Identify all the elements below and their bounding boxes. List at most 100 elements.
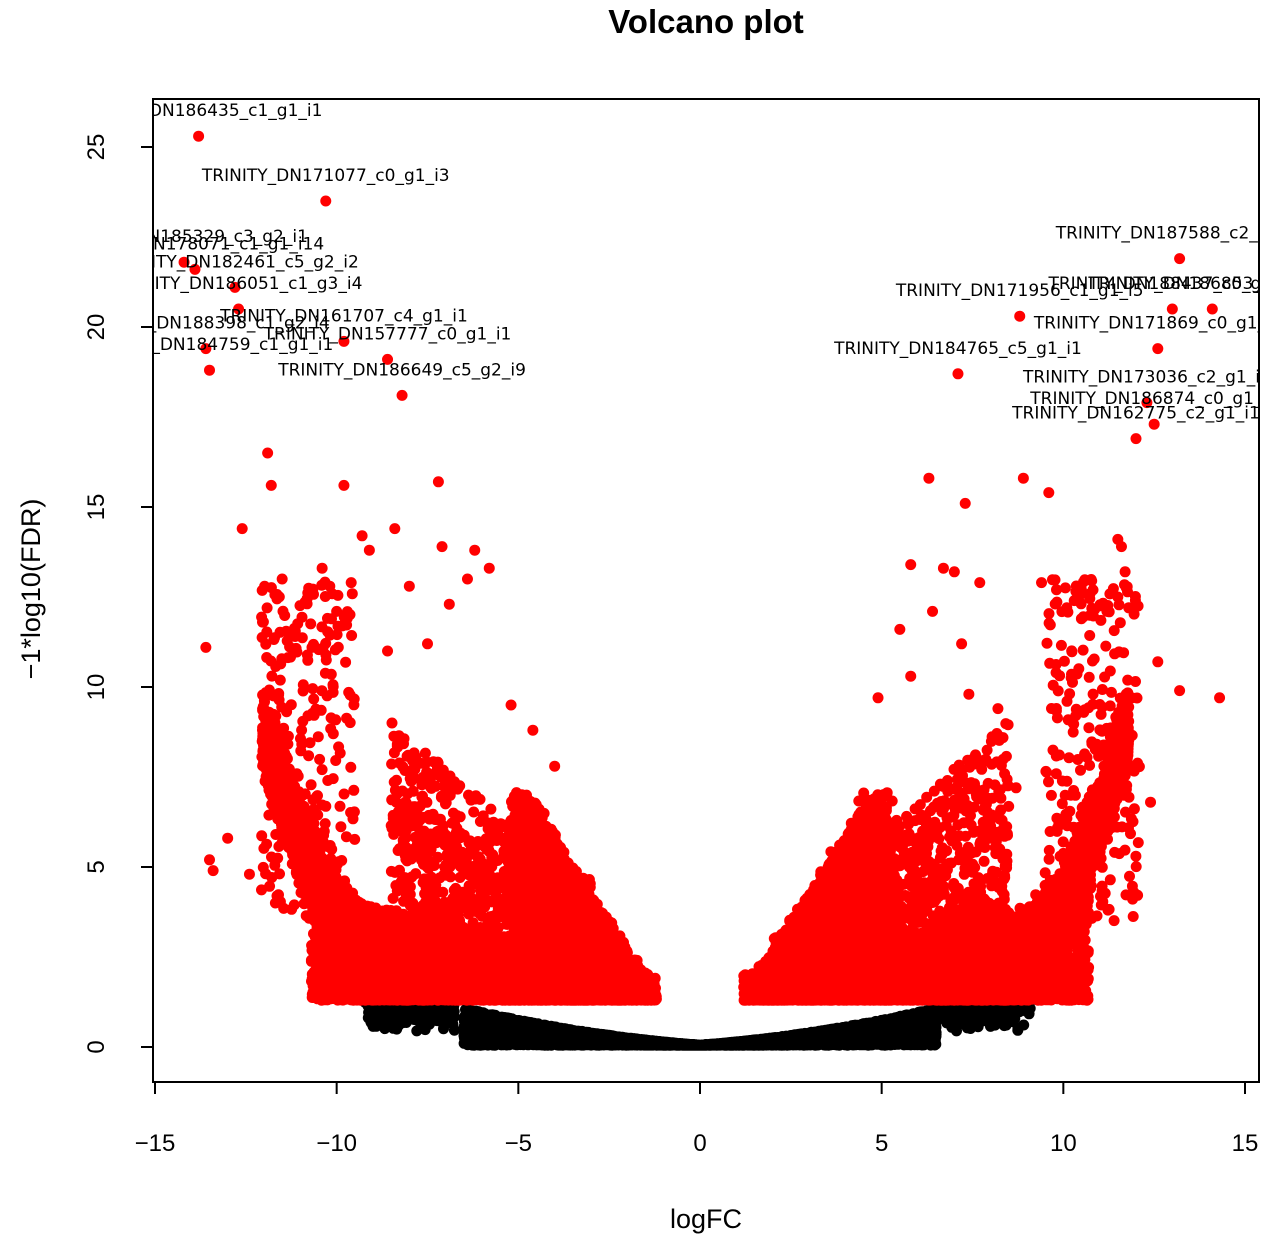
outlier-point [992,703,1004,715]
outlier-point [403,580,415,592]
outlier-point [200,641,212,653]
outlier-point [389,523,401,535]
gene-label: TRINITY_DN184759_c1_g1_i1 [85,335,334,355]
labeled-point [193,130,205,142]
outlier-point [265,479,277,491]
labeled-point [204,364,215,376]
labeled-point [1152,343,1164,355]
outlier-point [1123,602,1135,614]
y-tick-label: 20 [83,314,110,341]
gene-label: TRINITY_DN186435_c1_g1_i1 [74,101,323,121]
outlier-point [316,562,328,574]
outlier-point [1152,656,1164,668]
y-tick-label: 10 [83,674,110,701]
gene-label: TRINITY_DN185329_c3_g2_i1 [59,227,308,247]
x-tick-label: 5 [875,1130,888,1157]
x-tick-label: −5 [505,1130,532,1157]
outlier-point [432,476,444,488]
outlier-point [927,605,939,617]
outlier-point [483,562,495,574]
bulk-points-layer [256,574,1145,1051]
gene-label: TRINITY_DN157777_c0_g1_i1 [263,324,512,344]
gene-label: TRINITY_DN171077_c0_g1_i3 [201,166,450,186]
x-tick-label: 10 [1050,1130,1077,1157]
labeled-point [396,389,408,401]
labeled-point [338,335,350,347]
outlier-point [959,497,971,509]
outlier-point [1119,566,1131,578]
labeled-point [1174,253,1186,265]
labeled-point [1206,303,1218,315]
outlier-point [974,577,986,589]
outlier-point [207,865,219,877]
outlier-point [905,559,917,571]
gene-label: TRINITY_DN188398_c1_g2_i4 [81,314,330,334]
x-tick-label: 0 [693,1130,706,1157]
gene-label: TRINITY_DN187588_c2_g1_i1 [1055,224,1269,244]
outlier-point [905,670,917,682]
gene-label: TRINITY_DN171956_c1_g1_i5 [895,281,1144,301]
gene-label: TRINITY_DN178071_c1_g1_i14 [65,234,325,254]
outlier-point [1036,577,1048,589]
outlier-points-layer [200,447,1226,880]
labeled-point [178,256,190,268]
x-tick-label: −10 [316,1130,357,1157]
gene-label: TRINITY_DN184765_c5_g1_i1 [833,339,1082,359]
x-tick-label: 15 [1232,1130,1259,1157]
outlier-point [937,562,949,574]
outlier-point [872,692,884,704]
outlier-point [461,573,473,585]
gene-label: TRINITY_DN161707_c4_g1_i1 [219,306,468,326]
labeled-point [952,368,964,380]
outlier-point [204,854,215,866]
outlier-point [1010,782,1022,794]
gene-label: TRINITY_DN173036_c2_g1_i1 [1022,368,1269,388]
y-tick-label: 25 [83,134,110,161]
outlier-point [363,544,375,556]
outlier-point [338,479,350,491]
y-axis: 0 5 10 15 20 25 [83,134,154,1054]
x-axis-label: logFC [670,1204,742,1234]
y-axis-label: −1*log10(FDR) [16,499,46,680]
outlier-point [956,638,968,650]
labeled-point [1166,303,1178,315]
chart-title: Volcano plot [608,3,804,40]
outlier-point [963,688,975,700]
gene-label: TRINITY_DN186051_c1_g3_i4 [114,274,363,294]
outlier-point [436,541,448,553]
outlier-point [469,544,481,556]
labeled-point [1130,433,1142,445]
outlier-point [262,447,274,459]
gene-label: TRINITY_DN182461_c5_g2_i2 [110,252,359,272]
x-axis: −15 −10 −5 0 5 10 15 [135,1081,1259,1157]
outlier-point [923,472,935,484]
outlier-point [382,645,394,657]
labeled-point [1141,397,1153,409]
labeled-point [320,195,332,207]
outlier-point [948,566,960,578]
outlier-point [527,724,539,736]
y-tick-label: 0 [83,1040,110,1053]
y-tick-label: 15 [83,494,110,521]
labeled-point [189,263,201,275]
labeled-point [1014,310,1026,322]
outlier-point [443,598,455,610]
outlier-point [1174,685,1186,697]
outlier-point [276,573,288,585]
outlier-point [1101,605,1113,617]
significant-points [256,574,1145,1006]
outlier-point [1068,595,1080,607]
outlier-point [1017,472,1029,484]
gene-label: TRINITY_DN171869_c0_g1_i1 [1033,314,1269,334]
outlier-point [1130,760,1142,772]
labeled-points-layer [178,130,1218,445]
outlier-point [1214,692,1226,704]
gene-labels-layer: TRINITY_DN186435_c1_g1_i1 TRINITY_DN17107… [59,101,1269,423]
outlier-point [894,623,906,635]
x-tick-label: −15 [135,1130,176,1157]
gene-label: TRINITY_DN186853_c3_g1_i1 [1087,274,1269,294]
outlier-point [1115,541,1127,553]
outlier-point [549,760,561,772]
outlier-point [505,699,517,711]
